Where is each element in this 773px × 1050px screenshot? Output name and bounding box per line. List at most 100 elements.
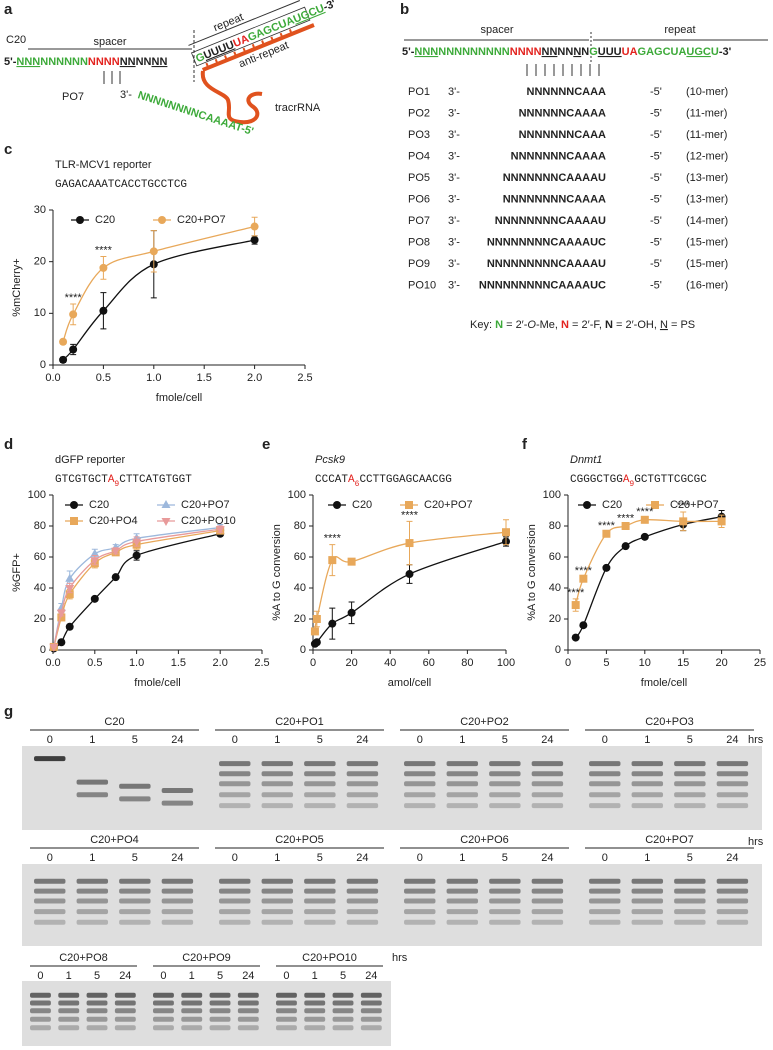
gel-band [346, 909, 379, 915]
gel-band [29, 1008, 51, 1014]
gel-band [716, 888, 749, 894]
lane-label: 0 [417, 852, 423, 864]
marker [717, 517, 726, 526]
spacer-sequence-part: 5'- [4, 56, 17, 68]
gel-band [34, 898, 66, 904]
key-part: = 2′-OH, [613, 319, 660, 331]
gel-band [404, 792, 436, 798]
marker [602, 563, 611, 572]
gel-band [161, 800, 194, 806]
gel-band [304, 992, 326, 998]
gel-band [29, 1000, 51, 1006]
gel-band [152, 1000, 174, 1006]
gel-band [716, 771, 749, 777]
lane-label: 5 [687, 734, 693, 746]
lane-label: 5 [317, 734, 323, 746]
oligo-end: -5' [650, 279, 662, 291]
gel-band [631, 771, 664, 777]
oligo-sequence: NNNNNNCAAA [527, 86, 606, 98]
gel-band [531, 781, 564, 787]
gel-band [152, 1008, 174, 1014]
pairing-bars [103, 71, 121, 84]
gel-band [181, 1008, 203, 1014]
significance: *** [677, 500, 691, 512]
gel-band [86, 992, 108, 998]
lane-label: 1 [89, 734, 95, 746]
lane-label: 0 [232, 852, 238, 864]
lane-label: 24 [171, 734, 183, 746]
legend-marker [70, 517, 78, 525]
oligo-length: (11-mer) [686, 107, 727, 119]
gel-band [261, 761, 294, 767]
gel-band [531, 771, 564, 777]
gel-band [716, 909, 749, 915]
full-sequence-part: NN [542, 46, 558, 58]
y-tick-label: 100 [543, 489, 561, 501]
full-sequence-part: UA [622, 46, 638, 58]
chart-title: Dnmt1 [570, 454, 602, 466]
key-part: N [605, 319, 613, 331]
gel-band [209, 1025, 231, 1031]
gel-band [119, 919, 151, 925]
oligo-label: PO7 [62, 91, 84, 103]
oligo-name: PO5 [408, 172, 430, 184]
gel-band [304, 792, 336, 798]
oligo-end: -5' [650, 150, 662, 162]
spacer-label: spacer [93, 36, 126, 48]
gel-band [360, 1008, 382, 1014]
pairing-bars [526, 64, 600, 76]
repeat-box [190, 6, 311, 67]
oligo-name: PO7 [408, 215, 430, 227]
gel-band [114, 992, 136, 998]
legend-marker [333, 501, 341, 509]
gel-band [631, 878, 664, 884]
legend-label: C20+PO7 [670, 499, 719, 511]
target-sequence-part: CGGGCTGG [570, 474, 623, 486]
gel-band [304, 771, 336, 777]
oligo-end: -5' [650, 172, 662, 184]
gel-band [119, 796, 151, 802]
x-tick-label: 15 [677, 657, 689, 669]
lane-label: 0 [283, 970, 289, 982]
target-sequence-part: CCCAT [315, 474, 348, 486]
marker [328, 556, 337, 565]
time-unit: hrs [748, 734, 764, 746]
x-tick-label: 1.0 [129, 657, 144, 669]
lane-label: 24 [726, 852, 738, 864]
gel-band [119, 878, 151, 884]
significance: **** [617, 512, 635, 524]
gel-band [304, 1025, 326, 1031]
gel-band [404, 781, 436, 787]
legend-label: C20+PO7 [424, 499, 473, 511]
lane-label: 24 [171, 852, 183, 864]
gel-band [446, 919, 479, 925]
marker [602, 529, 611, 538]
gel-band [531, 878, 564, 884]
gel-band [152, 1025, 174, 1031]
marker [59, 337, 68, 346]
x-tick-label: 60 [423, 657, 435, 669]
gel-band [114, 1008, 136, 1014]
spacer-sequence-part: NNNNNN [40, 56, 88, 68]
y-tick-label: 100 [28, 489, 46, 501]
gel-band [531, 898, 564, 904]
marker [621, 542, 630, 551]
lane-label: 24 [119, 970, 131, 982]
significance: **** [324, 533, 342, 545]
gel-band [119, 888, 151, 894]
key-part: N [660, 319, 668, 331]
gel-band [58, 1000, 80, 1006]
gel-band [76, 888, 109, 894]
panel-label: c [4, 141, 12, 158]
gel-band [404, 803, 436, 809]
gel-band [589, 898, 621, 904]
gel-band [86, 1000, 108, 1006]
group-label: C20+PO2 [460, 716, 509, 728]
marker [65, 573, 75, 582]
gel-band [716, 919, 749, 925]
gel-band [114, 1016, 136, 1022]
gel-band [674, 898, 706, 904]
x-tick-label: 25 [754, 657, 766, 669]
gel-band [589, 919, 621, 925]
gel-band [261, 781, 294, 787]
